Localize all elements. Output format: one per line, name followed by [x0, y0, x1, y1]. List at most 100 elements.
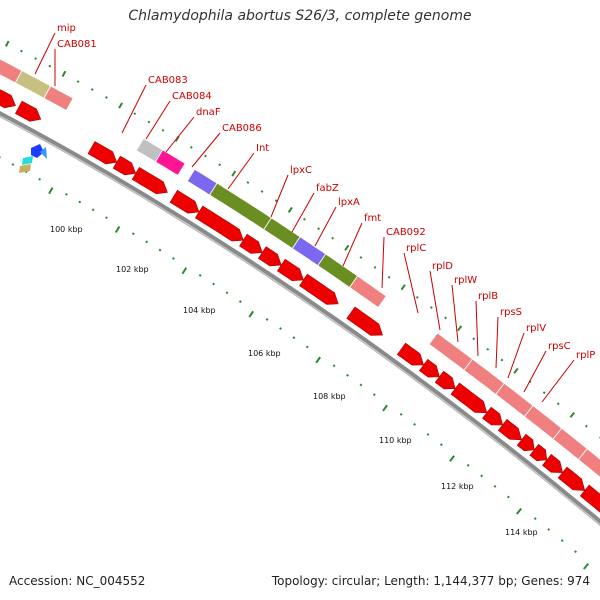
outer-tick — [344, 244, 350, 251]
outer-tick — [387, 275, 391, 279]
page-title: Chlamydophila abortus S26/3, complete ge… — [128, 8, 472, 24]
label-leader-line — [495, 316, 499, 369]
outer-tick — [133, 112, 137, 116]
inner-tick — [158, 248, 162, 252]
inner-tick — [48, 187, 54, 195]
inner-tick — [38, 177, 42, 181]
scale-label: 114 kbp — [505, 528, 538, 537]
inner-tick — [332, 364, 336, 368]
gene-box — [317, 253, 359, 288]
outer-tick — [331, 236, 335, 240]
gene-label: rpsS — [500, 307, 522, 318]
gene-label: lpxC — [290, 165, 312, 176]
inner-tick — [382, 404, 388, 412]
gene-arrow — [0, 89, 16, 109]
gene-arrow — [542, 453, 563, 473]
label-leader-line — [403, 252, 419, 314]
label-leader-lines — [34, 32, 575, 403]
outer-tick — [20, 49, 23, 53]
inner-tick — [65, 192, 68, 196]
inner-tick — [560, 539, 564, 542]
outer-tick — [513, 367, 519, 374]
gene-arrow — [396, 342, 425, 366]
outer-tick — [317, 227, 320, 231]
inner-tick — [91, 208, 95, 212]
outer-tick — [246, 181, 250, 184]
gene-label: fmt — [364, 213, 381, 224]
outer-tick — [542, 391, 546, 395]
outer-tick — [430, 306, 433, 309]
gene-arrow — [450, 382, 488, 414]
label-leader-line — [429, 270, 441, 331]
inner-tick — [372, 393, 376, 397]
gene-arrows — [0, 89, 600, 513]
scale-label: 108 kbp — [313, 392, 346, 401]
gene-arrow — [112, 155, 137, 176]
gene-boxes — [0, 58, 600, 478]
genome-summary: Topology: circular; Length: 1,144,377 bp… — [271, 574, 590, 588]
inner-tick — [181, 267, 188, 275]
inner-tick — [413, 422, 416, 426]
outer-tick — [161, 128, 165, 132]
gene-box — [349, 275, 387, 309]
gene-label: mip — [57, 23, 76, 34]
outer-tick — [457, 325, 463, 332]
gene-arrow — [579, 484, 600, 513]
label-leader-line — [191, 132, 221, 168]
accession-text: Accession: NC_004552 — [9, 574, 146, 588]
gene-box — [428, 332, 474, 371]
gene-arrow — [299, 273, 339, 305]
backbone-line — [0, 110, 600, 524]
label-leader-line — [145, 100, 171, 140]
gene-box — [495, 382, 534, 418]
inner-tick — [198, 274, 202, 277]
outer-tick — [500, 358, 504, 362]
outer-tick — [569, 411, 575, 418]
inner-tick — [78, 200, 82, 204]
scale-label: 104 kbp — [183, 306, 216, 315]
outer-tick — [373, 265, 377, 269]
gene-label: dnaF — [196, 107, 221, 118]
scale-label: 106 kbp — [248, 349, 281, 358]
inner-tick — [225, 291, 229, 295]
label-leader-line — [291, 192, 315, 233]
inner-tick — [359, 383, 363, 387]
outer-tick — [584, 424, 588, 428]
outer-tick — [400, 284, 406, 291]
inner-tick — [305, 345, 309, 349]
outer-tick — [76, 80, 80, 83]
outer-tick — [359, 256, 363, 259]
inner-tick — [265, 318, 269, 321]
label-leader-line — [314, 206, 337, 247]
inner-tick — [279, 327, 282, 330]
gene-arrow — [529, 443, 548, 462]
inner-tick — [574, 550, 577, 554]
gene-arrow — [87, 141, 118, 165]
scale-label: 112 kbp — [441, 482, 474, 491]
gene-arrow — [276, 258, 304, 282]
inner-tick — [449, 455, 455, 462]
outer-tick — [5, 40, 10, 47]
outer-tick — [105, 96, 108, 99]
label-leader-line — [541, 359, 575, 403]
outer-tick — [118, 102, 123, 109]
gene-arrow — [557, 466, 586, 491]
inner-tick — [131, 232, 135, 236]
gene-arrow — [14, 100, 42, 122]
genome-backbone — [0, 110, 600, 527]
inner-tick — [315, 356, 321, 364]
inner-tick — [292, 336, 296, 340]
outer-tick — [218, 163, 222, 167]
inner-tick — [507, 495, 510, 499]
gene-label: fabZ — [316, 183, 339, 194]
inner-tick — [466, 463, 470, 467]
gene-arrow — [194, 205, 244, 242]
gene-label: Int — [256, 143, 269, 154]
blue-feature-icon — [40, 147, 47, 159]
label-leader-line — [270, 174, 289, 218]
outer-tick — [415, 295, 419, 299]
label-leader-line — [507, 332, 525, 379]
feature-icons — [19, 144, 47, 173]
